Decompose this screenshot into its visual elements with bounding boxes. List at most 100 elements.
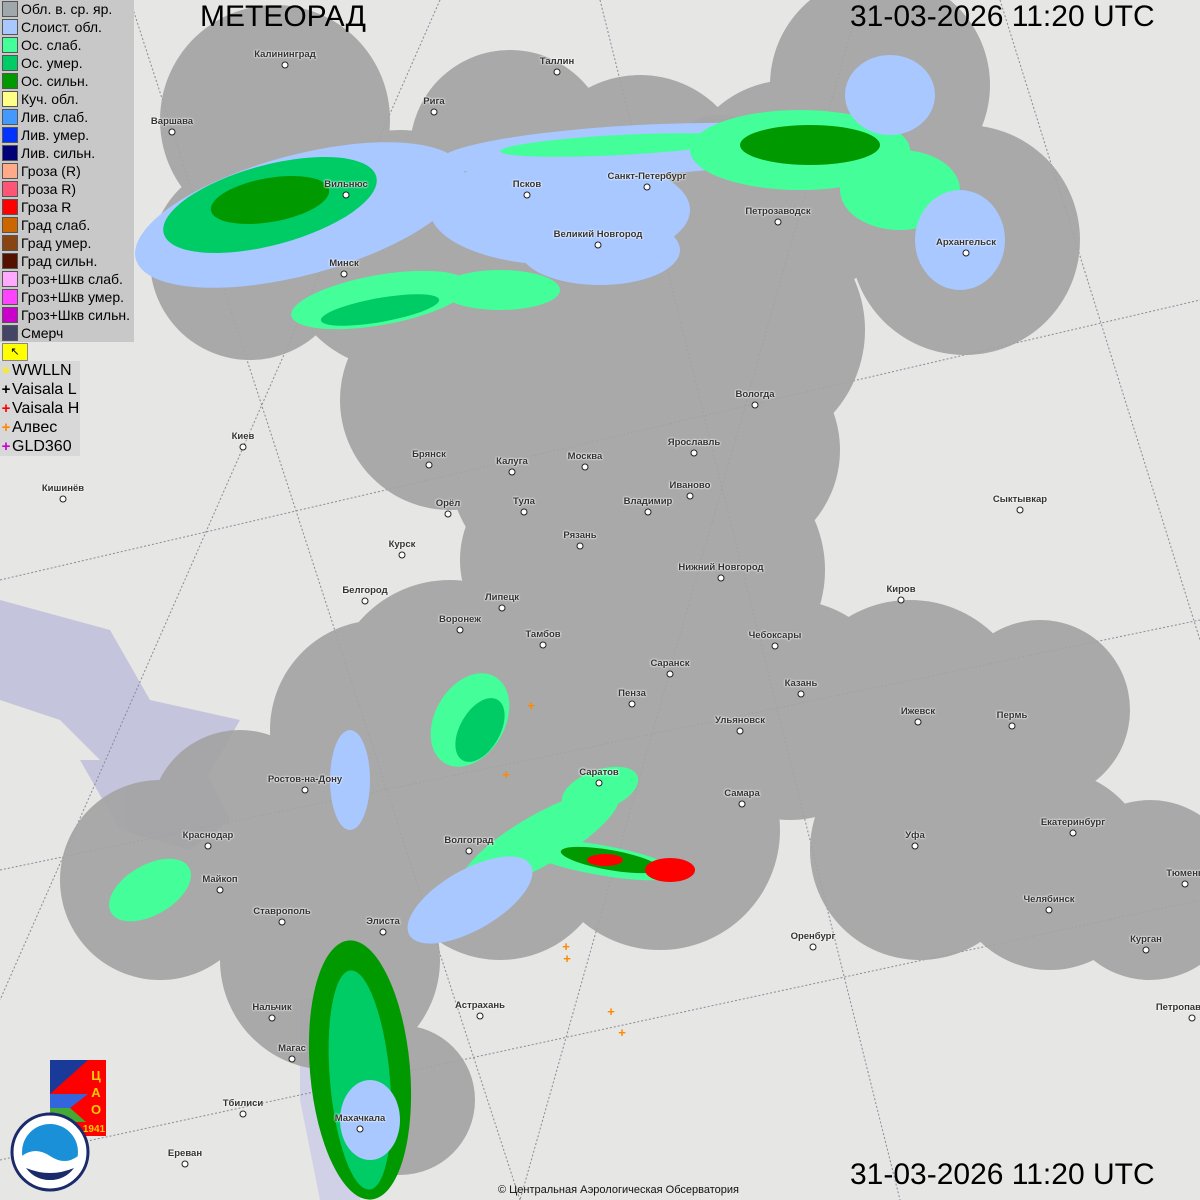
city-marker [356,1125,364,1133]
city-marker [288,1055,296,1063]
lightning-legend: + WWLLN + Vaisala L + Vaisala H + Алвес + GLD360 [0,361,80,456]
city-marker [643,183,651,191]
precip-echo [210,175,330,225]
city-marker [751,401,759,409]
city-label: Махачкала [334,1113,386,1124]
page-title: МЕТЕОРАД [200,0,366,33]
city-marker [581,463,589,471]
lightning-source: + Алвес [0,418,80,437]
legend-swatch [2,73,18,89]
precip-echo [109,858,191,922]
city-label: Орёл [435,498,461,509]
lightning-source: + WWLLN [0,361,80,380]
precip-echo [455,698,505,762]
precip-echo [440,270,560,310]
legend-item: Смерч [0,324,134,342]
city-label: Рига [423,96,445,107]
svg-text:О: О [91,1102,101,1117]
city-marker [168,128,176,136]
city-label: Санкт-Петербург [607,171,687,182]
city-label: Владимир [623,496,673,507]
city-marker [914,718,922,726]
cross-icon: + [1,381,11,398]
lightning-source: + GLD360 [0,437,80,456]
legend-swatch [2,19,18,35]
legend-swatch [2,127,18,143]
city-label: Кишинёв [41,483,85,494]
city-label: Пенза [618,688,646,699]
city-label: Великий Новгород [553,229,643,240]
city-marker [595,779,603,787]
city-marker [239,1110,247,1118]
city-label: Ижевск [900,706,936,717]
city-marker [342,191,350,199]
lightning-strike: + [502,767,510,782]
city-label: Ереван [167,1148,203,1159]
city-marker [1045,906,1053,914]
legend-item: Гроз+Шкв сильн. [0,306,134,324]
city-label: Магас [278,1043,306,1054]
precip-echo [915,190,1005,290]
precip-echo [340,1080,400,1160]
flag-icon[interactable]: ↖ [2,343,28,361]
city-label: Воронеж [439,614,481,625]
city-marker [594,241,602,249]
city-label: Элиста [366,916,400,927]
legend-swatch [2,307,18,323]
city-label: Саратов [579,767,619,778]
city-marker [809,943,817,951]
city-label: Калининград [254,49,316,60]
lightning-strike: + [527,698,535,713]
city-label: Астрахань [455,1000,505,1011]
legend-swatch [2,109,18,125]
legend-item: Град слаб. [0,216,134,234]
city-marker [717,574,725,582]
city-label: Таллин [539,56,575,67]
city-marker [553,68,561,76]
city-label: Минск [329,258,359,269]
lightning-strike: + [607,1004,615,1019]
city-label: Курган [1130,934,1162,945]
city-marker [686,492,694,500]
city-marker [736,727,744,735]
city-marker [1181,880,1189,888]
legend-swatch [2,271,18,287]
legend-swatch [2,91,18,107]
city-label: Саранск [650,658,690,669]
legend-label: Лив. сильн. [21,145,96,161]
legend-swatch [2,217,18,233]
city-marker [738,800,746,808]
city-marker [216,886,224,894]
city-label: Тамбов [525,629,561,640]
city-marker [897,596,905,604]
roshydromet-logo [10,1112,90,1192]
lightning-strike: + [562,939,570,954]
city-marker [666,670,674,678]
city-label: Варшава [150,116,194,127]
city-marker [576,542,584,550]
city-label: Вологда [735,389,775,400]
city-label: Брянск [412,449,446,460]
city-marker [444,510,452,518]
city-label: Псков [512,179,542,190]
precip-echo [500,133,740,157]
city-marker [1069,829,1077,837]
legend-label: Лив. умер. [21,127,90,143]
cross-icon: + [1,438,11,455]
legend-item: Лив. умер. [0,126,134,144]
precip-echo [587,854,623,866]
city-marker [1188,1014,1196,1022]
city-label: Майкоп [202,874,238,885]
legend-label: Гроз+Шкв умер. [21,289,125,305]
legend-item: Град сильн. [0,252,134,270]
city-label: Рязань [563,530,597,541]
city-label: Волгоград [444,835,494,846]
legend-label: Град умер. [21,235,92,251]
legend-swatch [2,253,18,269]
city-marker [1142,946,1150,954]
legend-swatch [2,163,18,179]
city-marker [523,191,531,199]
legend-swatch [2,235,18,251]
city-label: Уфа [905,830,925,841]
